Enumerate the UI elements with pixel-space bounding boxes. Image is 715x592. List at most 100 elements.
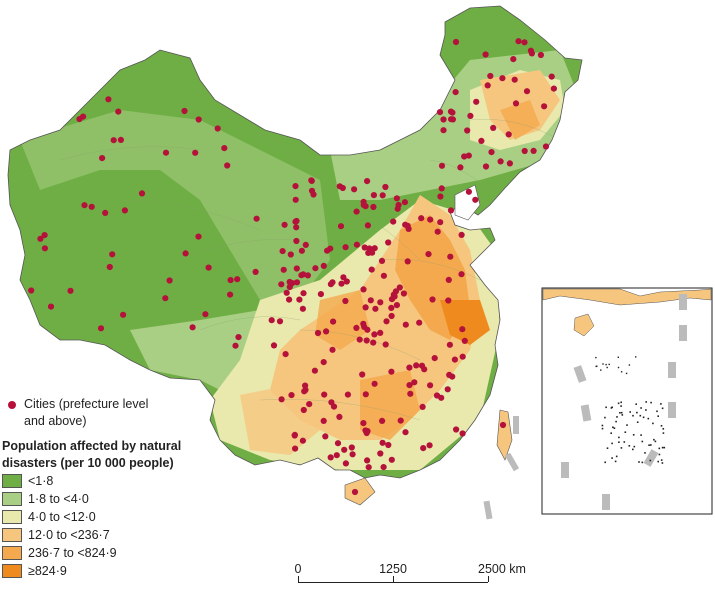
- city-marker: [300, 290, 307, 297]
- inset-island: [612, 426, 614, 429]
- city-marker: [221, 145, 228, 152]
- inset-island: [595, 365, 597, 368]
- legend-item-label: <1·8: [28, 474, 54, 488]
- city-marker: [444, 386, 451, 393]
- city-marker: [364, 326, 371, 333]
- city-marker: [281, 221, 288, 228]
- inset-island: [606, 366, 608, 369]
- city-marker: [115, 108, 122, 115]
- city-marker: [342, 460, 349, 467]
- city-marker: [420, 445, 427, 452]
- inset-island: [641, 440, 644, 443]
- city-marker: [120, 311, 127, 318]
- inset-island: [611, 442, 613, 445]
- inset-island: [617, 356, 619, 358]
- city-marker: [401, 199, 408, 206]
- city-marker: [323, 328, 330, 335]
- inset-island: [653, 438, 655, 441]
- city-marker: [472, 196, 479, 203]
- province-line: [249, 129, 321, 181]
- city-marker: [41, 232, 48, 239]
- legend-swatch: [2, 492, 22, 506]
- city-marker: [447, 253, 454, 260]
- inset-island: [619, 412, 621, 414]
- inset-island: [633, 445, 636, 448]
- city-marker: [393, 195, 400, 202]
- inset-island: [611, 406, 613, 409]
- city-marker: [542, 143, 550, 150]
- city-marker: [388, 456, 395, 463]
- city-marker: [379, 439, 386, 446]
- inset-island: [658, 447, 661, 450]
- city-marker: [515, 38, 522, 45]
- legend-cities: Cities (prefecture level and above): [6, 396, 212, 430]
- city-marker: [488, 149, 495, 156]
- city-marker: [365, 464, 372, 471]
- city-marker: [418, 215, 425, 222]
- city-marker: [235, 334, 242, 341]
- inset-island: [610, 432, 612, 434]
- inset-island: [639, 414, 642, 417]
- inset-island: [623, 441, 626, 443]
- city-marker: [382, 341, 389, 348]
- inset-island: [632, 414, 634, 417]
- city-marker: [429, 296, 436, 303]
- inset-island: [640, 434, 642, 436]
- city-marker: [351, 488, 359, 496]
- city-marker: [390, 218, 397, 225]
- city-marker: [342, 244, 349, 251]
- region-patch: [315, 290, 370, 350]
- city-marker: [67, 287, 74, 294]
- inset-island: [604, 461, 606, 464]
- inset-island: [600, 369, 602, 371]
- boundary-dash: [513, 416, 519, 434]
- city-marker: [360, 201, 367, 209]
- city-marker: [88, 203, 95, 210]
- city-marker: [181, 107, 188, 115]
- city-marker: [437, 193, 444, 200]
- city-marker: [344, 391, 351, 398]
- city-marker: [411, 379, 418, 386]
- city-marker: [138, 190, 146, 197]
- city-marker: [413, 362, 420, 369]
- city-marker: [166, 277, 173, 284]
- legend-item-label: 1·8 to <4·0: [28, 492, 89, 506]
- city-marker: [286, 278, 293, 286]
- inset-island: [614, 460, 617, 463]
- city-marker: [407, 390, 414, 397]
- city-marker: [322, 433, 329, 440]
- city-marker: [394, 205, 401, 212]
- city-marker: [321, 391, 328, 398]
- inset-island: [648, 444, 650, 446]
- city-marker: [279, 248, 286, 255]
- city-marker: [510, 56, 517, 63]
- province-line: [379, 258, 481, 281]
- city-marker: [438, 185, 445, 192]
- scale-label-1250: 1250: [379, 562, 407, 576]
- city-marker: [234, 276, 241, 283]
- city-marker: [80, 113, 87, 120]
- city-marker: [521, 39, 528, 46]
- city-marker: [253, 215, 260, 222]
- city-marker: [451, 356, 458, 363]
- city-marker: [541, 103, 548, 110]
- inset-island: [611, 457, 613, 459]
- city-marker: [283, 289, 290, 296]
- inset-island: [615, 455, 618, 458]
- city-marker: [404, 258, 411, 265]
- bohai-sea: [454, 184, 481, 221]
- city-marker: [380, 272, 387, 279]
- city-marker: [37, 235, 44, 242]
- city-marker: [252, 268, 259, 275]
- inset-frame: [541, 287, 713, 515]
- city-marker: [334, 440, 342, 447]
- city-marker: [359, 371, 366, 378]
- legend-items: <1·8 1·8 to <4·0 4·0 to <12·0 12·0 to <236·…: [2, 472, 212, 580]
- city-marker: [445, 276, 452, 283]
- city-marker: [292, 218, 299, 225]
- city-marker: [396, 284, 403, 291]
- city-marker: [288, 392, 295, 399]
- city-marker: [467, 112, 474, 119]
- city-marker: [202, 311, 209, 318]
- city-marker: [214, 125, 221, 132]
